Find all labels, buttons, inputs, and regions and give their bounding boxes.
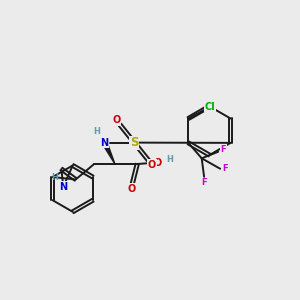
Text: H: H: [167, 155, 173, 164]
Text: F: F: [201, 178, 207, 187]
Text: O: O: [153, 158, 162, 167]
Text: O: O: [128, 184, 136, 194]
Polygon shape: [102, 142, 115, 164]
Text: N: N: [59, 182, 68, 192]
Text: O: O: [148, 160, 156, 170]
Text: F: F: [223, 164, 228, 173]
Text: S: S: [130, 136, 139, 149]
Text: Cl: Cl: [205, 102, 216, 112]
Text: F: F: [220, 145, 226, 154]
Text: N: N: [100, 138, 109, 148]
Text: H: H: [93, 127, 100, 136]
Text: O: O: [112, 115, 121, 125]
Text: H: H: [51, 172, 58, 182]
